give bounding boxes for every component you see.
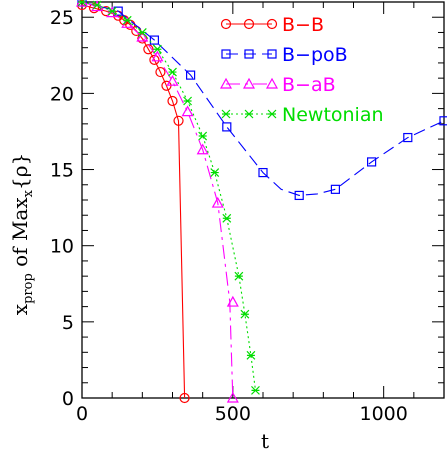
y-tick-label: 0 [62,388,74,410]
data-point [330,184,340,194]
data-point [149,35,159,45]
data-point [137,33,148,44]
data-point [196,143,209,155]
data-point [152,44,162,54]
data-point [211,196,224,208]
data-point [186,70,196,80]
y-axis-label-tail: {ρ} [8,153,32,190]
axis-labels: t xprop of Maxx{ρ} [8,153,269,453]
data-point [221,49,231,59]
y-axis-label-sub2: x [21,189,36,197]
data-point [294,190,304,201]
data-point [122,15,132,25]
data-point [234,271,244,281]
data-point [198,131,208,141]
series-line [81,1,257,391]
data-point [183,96,193,106]
data-point [77,0,87,7]
axes: 0 500 1000 0 5 10 15 20 25 [50,1,445,425]
plot-frame [81,1,445,399]
data-point [265,77,279,89]
data-point [106,6,119,18]
data-point [258,167,268,178]
data-point [181,105,194,117]
series-line [81,1,445,196]
x-tick-label: 500 [215,403,251,425]
series-layer [75,0,447,404]
data-point [243,18,255,30]
y-axis-label-sub: prop [21,273,36,304]
data-point [221,109,231,119]
legend-label: B−poB [282,44,348,66]
data-point [107,6,117,16]
data-point [242,77,256,89]
data-point [251,385,260,395]
data-point [136,30,149,42]
data-point [166,74,179,86]
y-axis-label-mid: of Max [8,197,32,274]
series-3 [77,0,260,395]
data-point [226,295,239,307]
y-axis-label-main: x [8,303,32,315]
data-point [403,132,413,143]
data-point [155,66,166,78]
data-point [210,168,220,178]
data-point [92,0,102,10]
x-tick-label: 1000 [359,403,407,425]
data-point [91,0,104,12]
data-point [173,115,184,126]
data-point [439,116,447,126]
y-tick-label: 25 [50,7,74,29]
series-0 [76,0,190,404]
y-tick-label: 15 [50,160,74,182]
data-point [143,44,154,55]
data-point [149,54,160,65]
data-point [88,2,100,14]
data-point [179,392,190,404]
legend-label: B−B [282,14,324,36]
series-1 [77,0,447,201]
y-tick-label: 20 [50,83,74,105]
legend-label: Newtonian [282,104,384,126]
data-point [244,49,254,59]
data-point [226,391,239,403]
y-axis-label: xprop of Maxx{ρ} [8,153,36,315]
data-point [137,28,147,37]
data-point [367,157,377,167]
x-axis-label: t [261,429,269,453]
data-point [246,350,256,360]
data-point [151,50,164,62]
data-point [168,67,177,77]
legend-label: B−aB [282,74,336,96]
data-point [267,109,277,119]
data-point [267,49,277,59]
data-point [167,95,178,107]
data-point [220,18,232,30]
series-2 [75,0,239,403]
data-point [219,77,233,89]
data-point [266,18,278,30]
data-point [222,122,232,132]
data-point [222,213,232,223]
data-point [240,309,250,319]
y-tick-label: 5 [62,312,74,334]
series-line [81,4,186,399]
legend: B−B B−poB B−aB Newtonian [219,14,384,126]
y-tick-label: 10 [50,236,74,258]
x-tick-label: 0 [76,403,88,425]
data-point [244,109,254,119]
